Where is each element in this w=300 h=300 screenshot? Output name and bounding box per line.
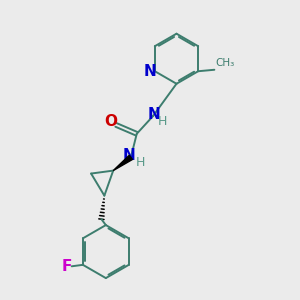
Text: N: N bbox=[148, 107, 161, 122]
Text: H: H bbox=[136, 156, 145, 169]
Text: N: N bbox=[143, 64, 156, 79]
Text: H: H bbox=[158, 115, 167, 128]
Text: N: N bbox=[122, 148, 135, 164]
Polygon shape bbox=[113, 155, 133, 171]
Text: F: F bbox=[61, 259, 72, 274]
Text: CH₃: CH₃ bbox=[215, 58, 235, 68]
Text: O: O bbox=[104, 114, 117, 129]
